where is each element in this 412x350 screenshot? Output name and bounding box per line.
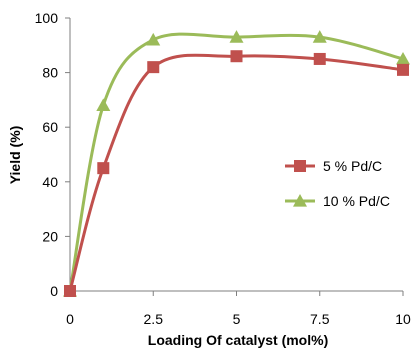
data-point (230, 50, 243, 63)
x-tick-label: 10 (395, 311, 411, 327)
x-tick-label: 2.5 (144, 311, 164, 327)
data-point (313, 52, 326, 65)
legend-marker (294, 160, 306, 172)
y-axis-title: Yield (%) (7, 126, 23, 185)
data-point (397, 63, 409, 76)
y-tick-label: 100 (35, 10, 59, 26)
legend: 5 % Pd/C 10 % Pd/C (285, 158, 390, 209)
y-tick-label: 0 (50, 283, 58, 299)
x-tick-label: 5 (233, 311, 241, 327)
legend-label: 5 % Pd/C (323, 158, 382, 174)
y-tick-label: 80 (42, 65, 58, 81)
series-square (64, 50, 409, 297)
legend-label: 10 % Pd/C (323, 193, 390, 209)
y-tick-label: 60 (42, 119, 58, 135)
legend-marker (293, 194, 307, 207)
data-point (146, 32, 161, 46)
y-tick-label: 40 (42, 174, 58, 190)
data-point (147, 61, 160, 74)
data-point (96, 98, 111, 111)
legend-item: 5 % Pd/C (285, 158, 382, 174)
axes: 0 20 40 60 80 100 0 2.5 5 7.5 10 (35, 10, 411, 327)
y-tick-label: 20 (42, 228, 58, 244)
x-axis-title: Loading Of catalyst (mol%) (148, 332, 328, 348)
data-point (64, 285, 76, 297)
x-tick-label: 0 (66, 311, 74, 327)
legend-item: 10 % Pd/C (285, 193, 390, 209)
data-point (312, 30, 327, 43)
data-point (229, 30, 244, 43)
x-tick-label: 7.5 (310, 311, 330, 327)
data-point (396, 51, 410, 65)
series-layer (63, 30, 410, 297)
data-point (97, 162, 110, 175)
